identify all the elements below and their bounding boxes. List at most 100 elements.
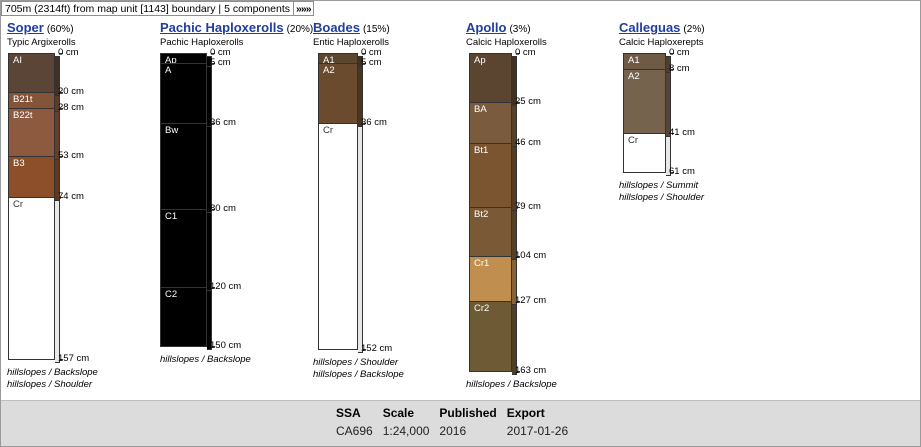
depth-tick xyxy=(516,370,520,372)
component-name-link[interactable]: Apollo xyxy=(466,20,507,35)
horizon-label: A1 xyxy=(628,55,640,66)
published-header: Published xyxy=(439,406,497,420)
depth-tick xyxy=(211,287,215,288)
horizon-label: Cr xyxy=(13,199,24,211)
depth-label: 74 cm xyxy=(58,191,84,203)
soil-horizon[interactable] xyxy=(469,300,512,372)
depth-tick xyxy=(211,62,215,64)
soil-column: Ap BA Bt1 Bt2 Cr1 Cr2 xyxy=(469,53,518,377)
soil-horizon[interactable] xyxy=(469,142,512,209)
soil-horizon[interactable] xyxy=(160,123,207,210)
depth-label: 20 cm xyxy=(58,86,84,97)
component-percent: (2%) xyxy=(683,24,705,35)
soil-column: AI B21t B22t B3 Cr xyxy=(8,53,61,365)
soil-horizon[interactable] xyxy=(8,197,55,361)
depth-tick xyxy=(362,123,366,125)
depth-label: 61 cm xyxy=(669,165,695,177)
depth-label: 150 cm xyxy=(210,339,242,351)
soil-horizon[interactable] xyxy=(8,107,55,158)
component-name-link[interactable]: Calleguas xyxy=(619,20,681,35)
depth-tick xyxy=(670,171,674,173)
depth-tick xyxy=(670,68,674,70)
component-header: Calleguas (2%) Calcic Haploxerepts xyxy=(619,20,705,48)
ssa-header: SSA xyxy=(336,406,361,420)
depth-tick xyxy=(362,349,366,351)
soil-horizon[interactable] xyxy=(469,207,512,257)
depth-tick xyxy=(211,53,215,54)
landform-label: hillslopes / Summit xyxy=(619,179,699,191)
depth-label: 79 cm xyxy=(515,201,541,213)
horizon-label: AI xyxy=(13,55,22,66)
depth-label: 0 cm xyxy=(210,47,231,58)
depth-label: 104 cm xyxy=(515,249,547,261)
horizon-label: Ap xyxy=(474,55,486,66)
depth-tick xyxy=(59,107,63,109)
soil-horizon[interactable] xyxy=(469,53,512,103)
export-header: Export xyxy=(506,406,545,420)
depth-tick xyxy=(362,53,366,54)
soil-horizon[interactable] xyxy=(8,156,55,199)
soil-horizon[interactable] xyxy=(623,68,666,134)
depth-label: 127 cm xyxy=(515,294,547,306)
depth-tick xyxy=(59,197,63,199)
depth-label: 41 cm xyxy=(669,126,695,138)
depth-tick xyxy=(362,62,366,64)
soil-horizon[interactable] xyxy=(318,62,358,125)
component-percent: (3%) xyxy=(509,24,531,35)
depth-label: 0 cm xyxy=(361,47,382,58)
depth-label: 157 cm xyxy=(58,353,90,365)
horizon-label: Ap xyxy=(165,55,177,66)
depth-label: 5 cm xyxy=(361,56,382,68)
component-percent: (20%) xyxy=(286,24,314,35)
soil-column: A1 A2 Cr xyxy=(318,53,364,355)
horizon-side xyxy=(207,212,212,291)
taxonomy-label: Pachic Haploxerolls xyxy=(160,37,244,48)
taxonomy-label: Entic Haploxerolls xyxy=(313,37,390,48)
horizon-side xyxy=(207,126,212,213)
horizon-side xyxy=(358,126,363,354)
horizon-side xyxy=(512,303,517,375)
horizon-label: Bt1 xyxy=(474,144,489,156)
landform-label: hillslopes / Shoulder xyxy=(619,191,705,203)
horizon-label: A2 xyxy=(628,70,640,82)
depth-label: 25 cm xyxy=(515,95,541,107)
component-percent: (15%) xyxy=(362,24,390,35)
component-header: Apollo (3%) Calcic Haploxerolls xyxy=(466,20,547,48)
depth-label: 0 cm xyxy=(669,47,690,58)
component-name-link[interactable]: Soper xyxy=(7,20,44,35)
horizon-label: A xyxy=(165,64,172,76)
depth-label: 80 cm xyxy=(210,203,236,214)
soil-horizon[interactable] xyxy=(318,123,358,351)
horizon-label: Cr xyxy=(323,125,334,137)
component-name-link[interactable]: Pachic Haploxerolls xyxy=(160,20,284,35)
horizon-label: C1 xyxy=(165,211,178,222)
horizon-side xyxy=(55,200,60,364)
taxonomy-label: Calcic Haploxerolls xyxy=(466,37,547,48)
metadata-footer: SSA Scale Published Export CA696 1:24,00… xyxy=(1,400,920,446)
soil-column: Ap A Bw C1 C2 xyxy=(160,53,213,352)
depth-tick xyxy=(211,345,215,347)
horizon-label: Bt2 xyxy=(474,209,489,221)
depth-label: 120 cm xyxy=(210,281,242,292)
landform-label: hillslopes / Backslope xyxy=(313,369,404,381)
horizon-label: B21t xyxy=(13,94,33,105)
component-name-link[interactable]: Boades xyxy=(313,20,360,35)
depth-tick xyxy=(59,156,63,158)
scale-value: 1:24,000 xyxy=(382,424,430,438)
depth-tick xyxy=(670,132,674,134)
ssa-value: CA696 xyxy=(336,424,373,438)
scale-header: Scale xyxy=(382,406,415,420)
soil-horizon[interactable] xyxy=(623,132,666,173)
depth-label: 8 cm xyxy=(669,62,690,74)
soil-horizon[interactable] xyxy=(160,209,207,288)
expand-more-button[interactable]: »»» xyxy=(294,1,314,16)
horizon-label: Cr2 xyxy=(474,302,490,314)
depth-tick xyxy=(59,53,63,54)
horizon-label: Bw xyxy=(165,125,179,137)
soil-horizon[interactable] xyxy=(160,287,207,347)
depth-label: 0 cm xyxy=(515,47,536,58)
depth-tick xyxy=(59,92,63,93)
depth-label: 28 cm xyxy=(58,101,84,113)
depth-tick xyxy=(516,300,520,302)
